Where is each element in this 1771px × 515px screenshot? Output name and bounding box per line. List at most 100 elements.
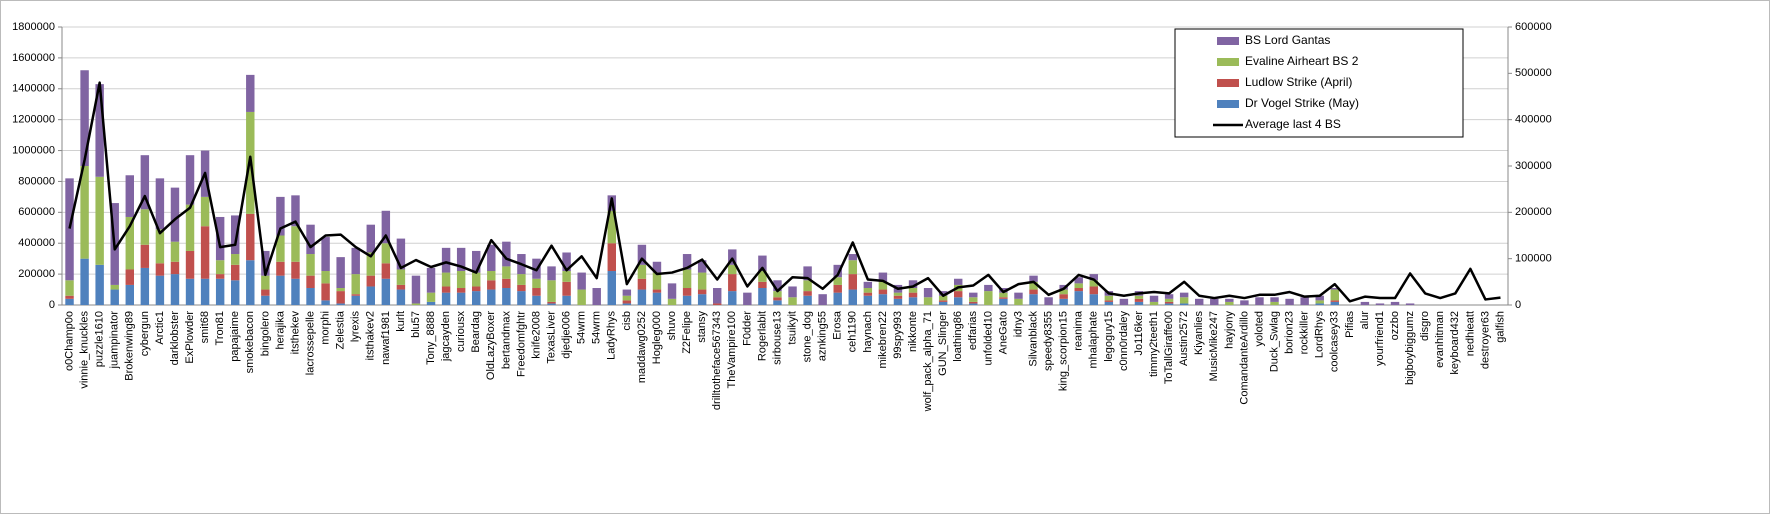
bar-segment	[155, 229, 165, 264]
bar-segment	[426, 292, 436, 302]
bar-segment	[110, 284, 119, 290]
x-tick-label: ceh1190	[847, 311, 859, 352]
bar-segment	[622, 289, 632, 296]
x-tick-label: herajika	[274, 310, 286, 349]
bar-segment	[803, 295, 812, 305]
bar-segment	[833, 277, 842, 285]
bar-segment	[908, 288, 918, 293]
bar-segment	[592, 288, 601, 305]
y-tick-label: 1800000	[12, 21, 55, 33]
bar-segment	[441, 247, 451, 273]
bar-segment	[291, 278, 300, 305]
bar-segment	[351, 247, 360, 275]
bar-segment	[1059, 294, 1068, 299]
x-tick-label: disgro	[1419, 311, 1431, 341]
bar-segment	[1044, 297, 1053, 305]
x-tick-label: sirbouse13	[771, 311, 783, 365]
x-tick-label: knife2008	[530, 311, 542, 359]
bar-segment	[893, 298, 903, 305]
x-tick-label: nedhieatt	[1464, 311, 1476, 356]
bar-segment	[1029, 289, 1038, 295]
x-tick-label: Arctic1	[154, 311, 166, 345]
bar-segment	[999, 297, 1008, 299]
bar-segment	[637, 278, 647, 290]
bar-segment	[381, 263, 391, 279]
bar-segment	[185, 250, 195, 279]
bar-segment	[246, 260, 255, 305]
bar-segment	[652, 261, 662, 273]
x-tick-label: nawaf1981	[380, 311, 392, 365]
bar-segment	[532, 295, 541, 305]
bar-segment	[155, 263, 165, 276]
legend-swatch	[1217, 37, 1239, 45]
bar-segment	[878, 289, 888, 295]
x-tick-label: alur	[1359, 311, 1371, 330]
bar-segment	[1330, 300, 1339, 302]
bar-segment	[532, 288, 541, 296]
bar-segment	[502, 241, 511, 267]
bar-segment	[1270, 297, 1279, 302]
bar-segment	[697, 294, 707, 305]
x-tick-label: stansy	[696, 311, 708, 343]
bar-segment	[1315, 295, 1324, 301]
bar-segment	[758, 271, 767, 282]
bar-segment	[502, 278, 511, 289]
x-tick-label: darklobster	[169, 311, 181, 366]
bar-segment	[306, 224, 315, 255]
bar-segment	[517, 274, 526, 285]
bar-segment	[652, 292, 662, 305]
bar-segment	[773, 297, 782, 301]
bar-segment	[306, 254, 315, 276]
bar-segment	[532, 278, 541, 289]
bar-segment	[833, 264, 842, 278]
bar-segment	[95, 176, 104, 265]
y2-tick-label: 500000	[1515, 67, 1552, 79]
bar-segment	[276, 235, 285, 262]
bar-segment	[773, 291, 782, 298]
x-tick-label: Austin2572	[1178, 311, 1190, 366]
bar-segment	[547, 303, 556, 305]
x-tick-label: aznking55	[817, 311, 829, 361]
x-tick-label: coolcasey33	[1329, 311, 1341, 372]
x-tick-label: drilltotheface567343	[711, 311, 723, 410]
bar-segment	[426, 267, 436, 293]
bar-segment	[1149, 295, 1159, 302]
bar-segment	[682, 288, 692, 296]
x-tick-label: timmy2teeth1	[1148, 311, 1160, 377]
bar-segment	[231, 215, 240, 255]
bar-segment	[1029, 275, 1038, 282]
bar-segment	[1255, 297, 1264, 305]
bar-segment	[788, 286, 797, 298]
x-tick-label: yoloted	[1253, 311, 1265, 346]
x-tick-label: mhalaphate	[1088, 311, 1100, 369]
bar-segment	[728, 274, 737, 292]
bar-segment	[200, 226, 210, 279]
x-tick-label: Z2Felipe	[681, 311, 693, 354]
x-tick-label: MusicMike247	[1208, 311, 1220, 381]
legend-label: BS Lord Gantas	[1245, 33, 1330, 47]
bar-segment	[682, 269, 692, 289]
bar-segment	[170, 241, 180, 262]
bar-segment	[1360, 301, 1370, 305]
x-tick-label: LadyRhys	[606, 311, 618, 360]
bar-segment	[863, 281, 873, 289]
x-tick-label: Pifias	[1344, 311, 1356, 338]
bar-segment	[487, 244, 496, 272]
bar-segment	[848, 254, 857, 261]
bar-segment	[321, 300, 330, 305]
bar-segment	[366, 275, 375, 287]
bar-segment	[637, 244, 647, 265]
bar-segment	[170, 187, 180, 242]
x-tick-label: unfolded10	[982, 311, 994, 365]
bar-segment	[155, 178, 165, 230]
bar-segment	[803, 266, 812, 281]
bar-segment	[923, 297, 933, 305]
bar-segment	[1270, 301, 1279, 305]
x-tick-label: cybergun	[139, 311, 151, 356]
x-tick-label: papajaime	[229, 311, 241, 362]
bar-segment	[863, 295, 873, 305]
bar-segment	[336, 291, 345, 304]
bar-segment	[938, 291, 948, 296]
bar-segment	[607, 243, 616, 272]
bar-segment	[441, 286, 451, 293]
